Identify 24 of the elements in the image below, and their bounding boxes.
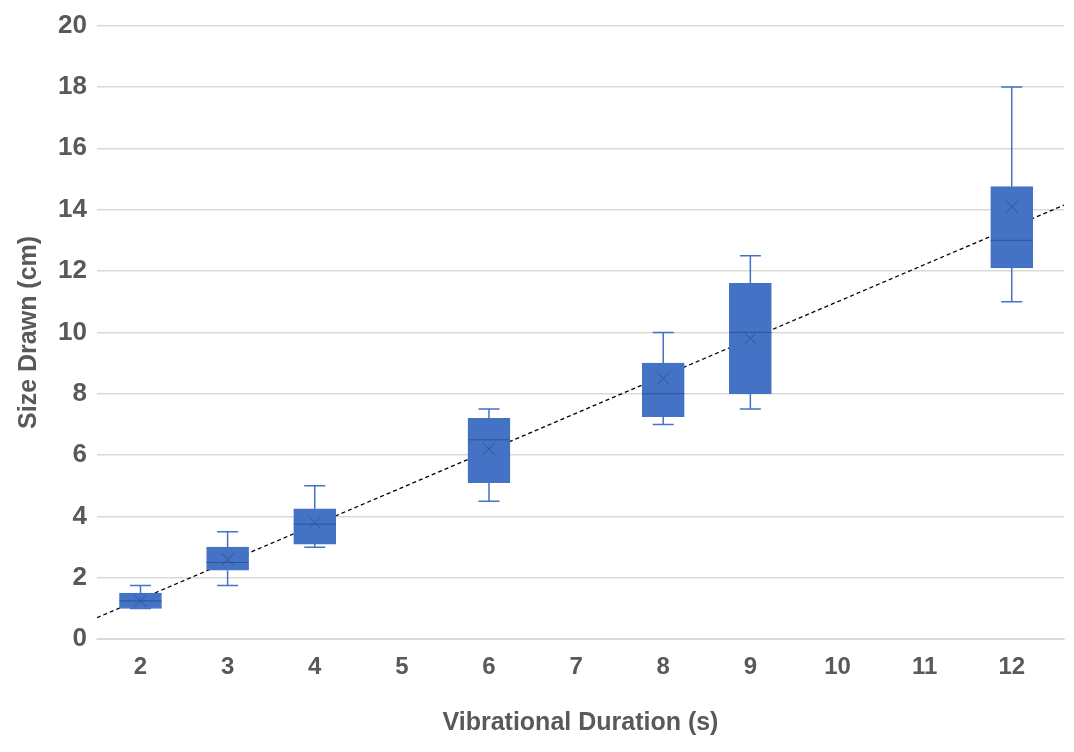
y-tick-label: 20: [58, 8, 87, 39]
x-tick-label: 4: [308, 652, 323, 680]
y-tick-label: 0: [72, 622, 87, 653]
x-tick-label: 10: [824, 652, 851, 680]
y-tick-label: 8: [72, 376, 87, 407]
y-tick-label: 16: [58, 131, 87, 162]
x-tick-label: 5: [395, 652, 409, 680]
x-tick-label: 6: [482, 652, 496, 680]
y-tick-label: 12: [58, 254, 87, 285]
x-tick-label: 2: [133, 652, 148, 680]
y-tick-label: 4: [72, 499, 88, 530]
x-tick-label: 11: [911, 652, 938, 680]
x-tick-label: 12: [998, 652, 1026, 680]
x-tick-label: 8: [656, 652, 670, 680]
y-tick-label: 18: [58, 70, 87, 101]
x-axis-title: Vibrational Duration (s): [442, 706, 719, 735]
y-tick-label: 2: [72, 561, 87, 592]
x-tick-label: 9: [743, 652, 758, 680]
x-tick-label: 3: [220, 652, 235, 680]
y-tick-label: 10: [58, 315, 87, 346]
y-axis-title: Size Drawn (cm): [12, 235, 41, 429]
y-tick-label: 6: [72, 438, 87, 469]
y-tick-label: 14: [58, 192, 88, 223]
x-tick-label: 7: [569, 652, 583, 680]
